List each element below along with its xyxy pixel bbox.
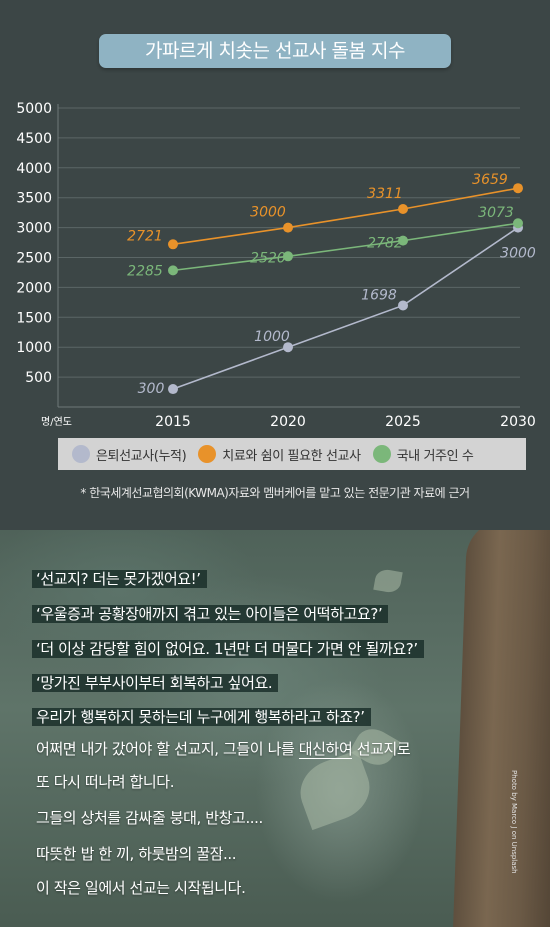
body-text: 어쩌면 내가 갔어야 할 선교지, 그들이 나를 bbox=[36, 740, 299, 758]
legend-item-domestic: 국내 거주인 수 bbox=[372, 445, 474, 464]
data-point bbox=[283, 342, 293, 353]
x-tick-label: 2030 bbox=[500, 414, 536, 430]
tree-trunk-image bbox=[452, 530, 550, 927]
data-label: 2520 bbox=[250, 250, 286, 266]
data-label: 3000 bbox=[500, 246, 536, 262]
data-point bbox=[513, 218, 523, 229]
y-tick-label: 2000 bbox=[16, 280, 52, 296]
data-point bbox=[398, 235, 408, 246]
x-axis-label: 명/연도 bbox=[41, 416, 72, 428]
quote-line-3: ‘더 이상 감당할 힘이 없어요. 1년만 더 머물다 가면 안 될까요?’ bbox=[32, 637, 424, 662]
data-point bbox=[398, 300, 408, 311]
legend-item-therapy: 치료와 쉼이 필요한 선교사 bbox=[198, 445, 361, 464]
legend-label-domestic: 국내 거주인 수 bbox=[396, 448, 474, 464]
photo-panel bbox=[0, 530, 550, 927]
data-label: 300 bbox=[138, 381, 165, 397]
chart-legend: 은퇴선교사(누적) 치료와 쉼이 필요한 선교사 국내 거주인 수 bbox=[58, 438, 526, 470]
quote-text: ‘우울증과 공황장애까지 겪고 있는 아이들은 어떡하고요?’ bbox=[32, 605, 389, 623]
series-line-0 bbox=[172, 226, 519, 390]
quote-text: ‘망가진 부부사이부터 회복하고 싶어요. bbox=[32, 674, 279, 692]
y-tick-label: 4000 bbox=[16, 161, 52, 177]
legend-label-retired: 은퇴선교사(누적) bbox=[96, 448, 187, 464]
data-point bbox=[283, 251, 293, 262]
data-label: 3073 bbox=[478, 205, 514, 221]
quote-line-1: ‘선교지? 더는 못가겠어요!’ bbox=[32, 567, 207, 592]
data-point bbox=[513, 183, 523, 194]
data-label: 3659 bbox=[472, 172, 508, 188]
photo-credit: Photo by Marco J on Unsplash bbox=[510, 770, 518, 874]
source-note: * 한국세계선교협의회(KWMA)자료와 멤버케어를 맡고 있는 전문기관 자료… bbox=[80, 486, 470, 500]
data-point bbox=[398, 204, 408, 215]
y-tick-label: 3500 bbox=[16, 191, 52, 207]
data-point bbox=[168, 265, 178, 276]
chart-panel: 가파르게 치솟는 선교사 돌봄 지수 500 1000 1500 2000 2500 30… bbox=[16, 34, 536, 500]
legend-label-therapy: 치료와 쉼이 필요한 선교사 bbox=[222, 448, 361, 464]
legend-swatch-retired bbox=[72, 445, 90, 463]
body-line-3: 그들의 상처를 감싸줄 붕대, 반창고.... bbox=[36, 809, 263, 827]
quote-text: ‘선교지? 더는 못가겠어요!’ bbox=[32, 570, 207, 588]
y-tick-label: 4500 bbox=[16, 131, 52, 147]
data-point bbox=[168, 384, 178, 395]
legend-swatch-domestic bbox=[372, 445, 391, 463]
quote-line-2: ‘우울증과 공황장애까지 겪고 있는 아이들은 어떡하고요?’ bbox=[32, 602, 389, 627]
y-tick-label: 2500 bbox=[16, 251, 52, 267]
body-underlined-text: 대신하여 bbox=[298, 740, 353, 759]
data-label: 3311 bbox=[367, 186, 403, 202]
x-tick-label: 2025 bbox=[385, 414, 421, 430]
quote-line-4: ‘망가진 부부사이부터 회복하고 싶어요. bbox=[32, 671, 279, 696]
x-tick-label: 2020 bbox=[270, 414, 306, 430]
y-tick-label: 3000 bbox=[16, 221, 52, 237]
line-chart: 500 1000 1500 2000 2500 3000 3500 4000 4500 5000 2… bbox=[16, 101, 536, 430]
quote-text: 우리가 행복하지 못하는데 누구에게 행복하라고 하죠?’ bbox=[32, 708, 371, 726]
quote-text: ‘더 이상 감당할 힘이 없어요. 1년만 더 머물다 가면 안 될까요?’ bbox=[32, 640, 424, 658]
leaf-image bbox=[373, 567, 403, 595]
data-label: 2285 bbox=[127, 263, 163, 279]
y-tick-label: 1000 bbox=[16, 340, 52, 356]
y-tick-label: 5000 bbox=[16, 101, 52, 117]
data-label: 2721 bbox=[127, 228, 163, 244]
series-line-2 bbox=[172, 222, 519, 272]
legend-swatch-therapy bbox=[198, 445, 217, 463]
series-line-1 bbox=[172, 187, 519, 246]
x-tick-label: 2015 bbox=[155, 414, 191, 430]
body-line-5: 이 작은 일에서 선교는 시작됩니다. bbox=[36, 879, 246, 897]
body-text: 선교지로 bbox=[352, 740, 411, 758]
data-point bbox=[283, 222, 293, 233]
data-label: 1000 bbox=[254, 329, 290, 345]
y-tick-label: 500 bbox=[25, 370, 52, 386]
body-line-2: 또 다시 떠나려 합니다. bbox=[36, 773, 175, 791]
data-point bbox=[168, 239, 178, 250]
body-line-4: 따뜻한 밥 한 끼, 하룻밤의 꿀잠... bbox=[36, 845, 237, 863]
quote-line-5: 우리가 행복하지 못하는데 누구에게 행복하라고 하죠?’ bbox=[32, 705, 371, 730]
data-label: 2782 bbox=[367, 236, 403, 252]
y-tick-label: 1500 bbox=[16, 310, 52, 326]
chart-title: 가파르게 치솟는 선교사 돌봄 지수 bbox=[99, 34, 451, 68]
data-label: 3000 bbox=[250, 205, 286, 221]
legend-item-retired: 은퇴선교사(누적) bbox=[72, 445, 187, 464]
body-line-1: 어쩌면 내가 갔어야 할 선교지, 그들이 나를 대신하여 선교지로 bbox=[32, 737, 411, 762]
data-label: 1698 bbox=[361, 287, 397, 303]
